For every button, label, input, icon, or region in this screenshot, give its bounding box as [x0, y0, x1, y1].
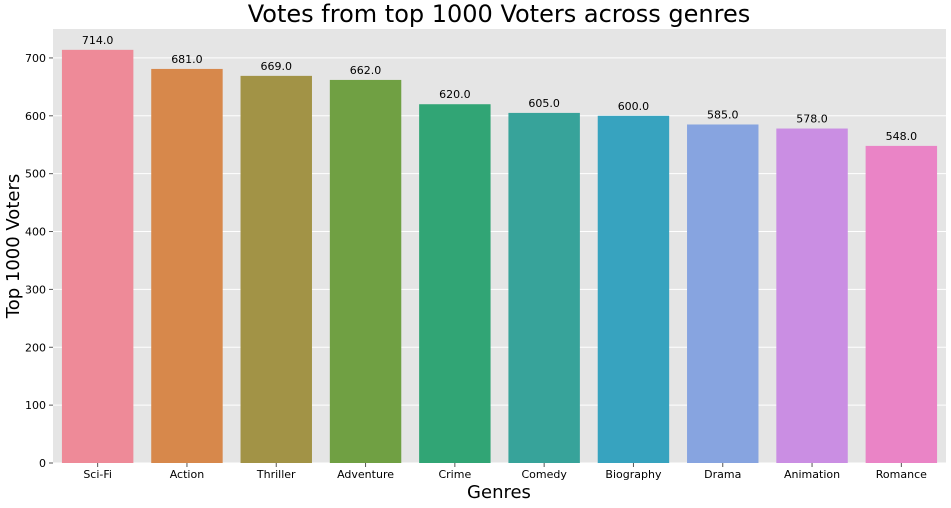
data-labels: 714.0 681.0 669.0 662.0 620.0 605.0 600.0 585.0…: [82, 34, 917, 143]
bar: [508, 112, 580, 463]
chart-title: Votes from top 1000 Voters across genres: [248, 0, 751, 28]
x-tick-label: Sci-Fi: [83, 468, 112, 481]
y-tick-label: 700: [25, 52, 46, 65]
bar: [687, 124, 759, 463]
y-tick-label: 300: [25, 283, 46, 296]
y-tick-label: 400: [25, 226, 46, 239]
x-tick-label: Crime: [438, 468, 471, 481]
data-label: 620.0: [439, 88, 471, 101]
data-label: 714.0: [82, 34, 114, 47]
x-tick-label: Action: [170, 468, 204, 481]
data-label: 585.0: [707, 108, 739, 121]
bar: [865, 145, 938, 463]
y-axis-label: Top 1000 Voters: [3, 174, 24, 319]
bar: [597, 115, 670, 464]
data-label: 681.0: [171, 53, 203, 66]
x-tick-label: Adventure: [337, 468, 394, 481]
data-label: 605.0: [528, 97, 560, 110]
x-tick-label: Comedy: [521, 468, 567, 481]
x-tick-label: Thriller: [256, 468, 296, 481]
data-label: 669.0: [261, 60, 293, 73]
y-tick-label: 600: [25, 110, 46, 123]
data-label: 662.0: [350, 64, 382, 77]
bar: [419, 104, 491, 463]
y-tick-label: 0: [39, 457, 46, 470]
y-tick-label: 200: [25, 341, 46, 354]
bar: [61, 49, 134, 463]
x-axis: Sci-Fi Action Thriller Adventure Crime Comedy…: [83, 463, 927, 481]
x-axis-label: Genres: [467, 482, 531, 503]
bar: [240, 75, 312, 463]
bars: [61, 49, 938, 464]
y-tick-label: 100: [25, 399, 46, 412]
x-tick-label: Animation: [784, 468, 840, 481]
x-tick-label: Biography: [605, 468, 662, 481]
y-tick-label: 500: [25, 168, 46, 181]
bar: [151, 68, 223, 463]
data-label: 548.0: [886, 130, 918, 143]
bar: [776, 128, 848, 463]
x-tick-label: Romance: [876, 468, 927, 481]
data-label: 600.0: [618, 100, 650, 113]
data-label: 578.0: [796, 113, 828, 126]
x-tick-label: Drama: [704, 468, 741, 481]
bar: [329, 79, 402, 463]
y-axis: 0 100 200 300 400 500 600 700: [25, 52, 53, 470]
